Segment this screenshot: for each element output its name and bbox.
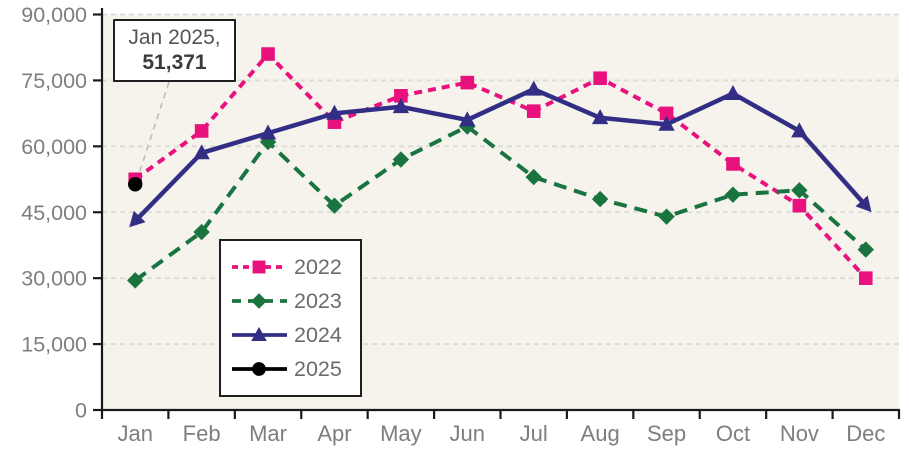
x-tick-label: Sep [647, 421, 686, 446]
chart-legend: 2022 2023 2024 2025 [219, 239, 362, 397]
annotation-label: Jan 2025, [128, 25, 221, 49]
data-point-2022 [792, 198, 807, 213]
data-point-2023 [459, 118, 476, 135]
legend-label-2023: 2023 [294, 288, 342, 313]
data-point-2025 [128, 177, 143, 192]
y-tick-label: 15,000 [21, 333, 87, 357]
x-tick-label: Apr [317, 421, 351, 446]
series-line-2023 [134, 124, 868, 282]
legend-triangle-icon [232, 326, 287, 342]
data-point-2024 [129, 210, 146, 228]
annotation-callout: Jan 2025, 51,371 [113, 19, 236, 82]
legend-label-2024: 2024 [294, 322, 342, 347]
data-point-2023 [127, 272, 144, 289]
data-point-2024 [193, 144, 210, 160]
data-point-2023 [724, 186, 742, 203]
legend-label-2025: 2025 [294, 356, 342, 381]
data-point-2022 [460, 75, 475, 90]
data-point-2023 [857, 241, 874, 258]
legend-item-2025: 2025 [231, 352, 354, 386]
y-tick-label: 30,000 [21, 267, 87, 291]
data-point-2022 [593, 71, 607, 86]
x-tick-label: Nov [780, 421, 819, 446]
x-tick-label: Jan [117, 421, 152, 446]
legend-item-2022: 2022 [231, 250, 354, 284]
legend-circle-icon [232, 362, 287, 376]
data-point-2022 [858, 271, 873, 285]
y-tick-label: 75,000 [21, 69, 87, 93]
x-tick-label: Dec [846, 421, 885, 446]
data-point-2022 [252, 260, 266, 274]
data-point-2024 [724, 85, 742, 100]
annotation-value: 51,371 [142, 50, 207, 74]
legend-label-2022: 2022 [294, 254, 342, 279]
legend-diamond-icon [232, 293, 287, 309]
data-point-2025 [252, 362, 266, 376]
y-tick-label: 60,000 [21, 135, 87, 159]
x-tick-label: Jun [450, 421, 485, 446]
data-point-2022 [261, 47, 275, 61]
y-tick-label: 90,000 [21, 3, 87, 27]
y-tick-label: 0 [75, 399, 87, 423]
legend-item-2024: 2024 [231, 318, 354, 352]
data-point-2024 [525, 80, 542, 96]
data-point-2024 [459, 111, 476, 127]
data-point-2024 [326, 104, 343, 120]
data-point-2022 [394, 88, 408, 103]
series-line-2022 [134, 52, 868, 280]
legend-square-icon [232, 260, 287, 274]
data-point-2022 [726, 157, 740, 171]
data-point-2024 [392, 98, 410, 114]
x-tick-label: May [380, 421, 422, 446]
data-point-2022 [659, 106, 674, 121]
data-point-2023 [591, 190, 609, 208]
data-point-2022 [526, 104, 541, 118]
data-point-2024 [591, 109, 609, 125]
data-point-2023 [658, 208, 675, 225]
data-point-2023 [791, 182, 808, 199]
data-point-2024 [259, 124, 277, 140]
x-tick-label: Jul [520, 421, 548, 446]
data-point-2023 [251, 293, 267, 309]
series-line-2024 [133, 86, 868, 223]
data-point-2024 [251, 326, 267, 342]
x-tick-label: Feb [183, 421, 221, 446]
data-point-2024 [855, 195, 872, 213]
data-point-2022 [194, 124, 209, 138]
data-point-2023 [326, 197, 343, 214]
data-point-2023 [259, 133, 277, 151]
x-tick-label: Mar [249, 421, 287, 446]
x-tick-label: Oct [716, 421, 750, 446]
data-point-2024 [658, 115, 675, 131]
x-tick-label: Aug [581, 421, 620, 446]
data-point-2023 [392, 151, 410, 168]
y-tick-label: 45,000 [21, 201, 87, 225]
data-point-2024 [791, 122, 808, 138]
legend-item-2023: 2023 [231, 284, 354, 318]
data-point-2023 [525, 168, 542, 186]
